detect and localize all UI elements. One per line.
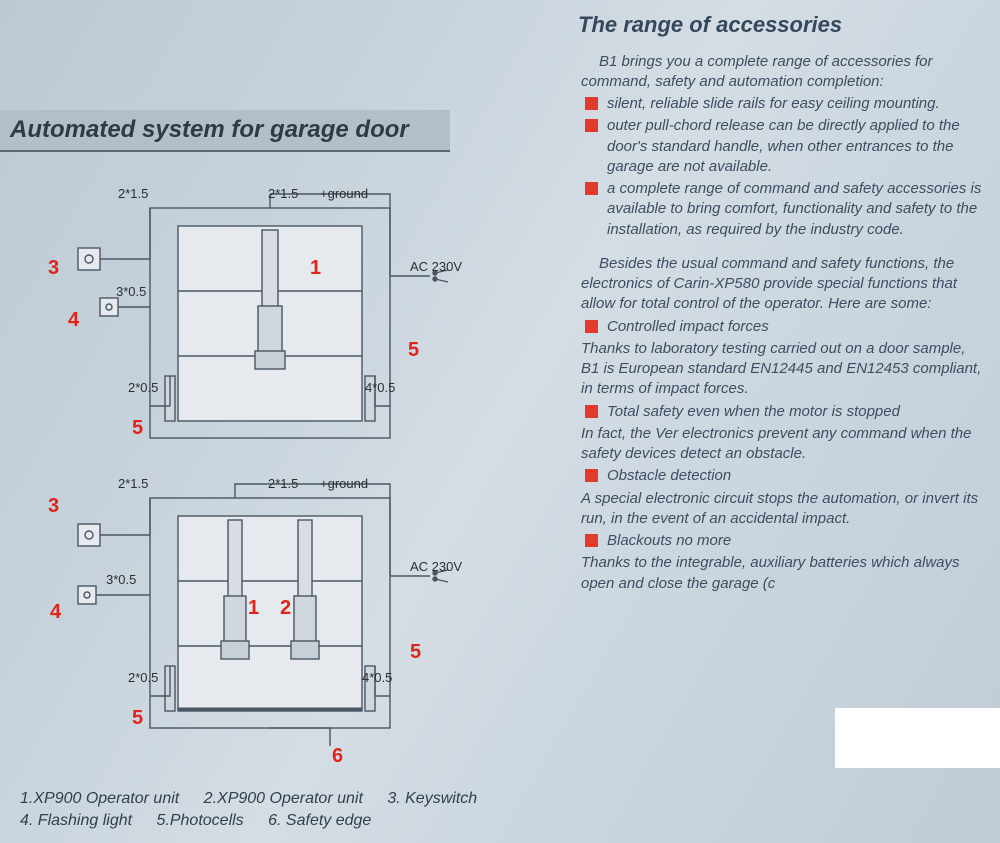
- bullet-icon: [585, 182, 598, 195]
- bullet-icon: [585, 469, 598, 482]
- svg-text:4: 4: [50, 601, 62, 623]
- svg-text:4*0.5: 4*0.5: [362, 670, 392, 685]
- svg-text:3*0.5: 3*0.5: [116, 284, 146, 299]
- bullet-icon: [585, 405, 598, 418]
- feature-1-title: Controlled impact forces: [581, 317, 985, 337]
- feature-3-body: A special electronic circuit stops the a…: [581, 489, 985, 530]
- mid-text: Besides the usual command and safety fun…: [581, 254, 985, 315]
- svg-text:5: 5: [408, 339, 419, 361]
- svg-text:3*0.5: 3*0.5: [106, 572, 136, 587]
- svg-text:2*0.5: 2*0.5: [128, 670, 158, 685]
- feature-1-body: Thanks to laboratory testing carried out…: [581, 339, 985, 400]
- svg-text:2*1.5: 2*1.5: [118, 186, 148, 201]
- right-title: The range of accessories: [578, 10, 993, 40]
- feature-2-title: Total safety even when the motor is stop…: [581, 402, 985, 422]
- svg-text:2*1.5: 2*1.5: [268, 186, 298, 201]
- svg-text:AC 230V: AC 230V: [410, 259, 462, 274]
- bullet-1: silent, reliable slide rails for easy ce…: [581, 94, 985, 114]
- wiring-diagram-2: 2*1.5 2*1.5 +ground 3*0.5 2*0.5 4*0.5 AC…: [30, 466, 550, 766]
- svg-text:3: 3: [48, 257, 59, 279]
- svg-text:+ground: +ground: [320, 476, 368, 491]
- svg-text:3: 3: [48, 495, 59, 517]
- feature-4-title: Blackouts no more: [581, 531, 985, 551]
- svg-text:2: 2: [280, 597, 291, 619]
- svg-text:4: 4: [68, 309, 80, 331]
- feature-3-title: Obstacle detection: [581, 466, 985, 486]
- bullet-2: outer pull-chord release can be directly…: [581, 116, 985, 177]
- diagram-area: 2*1.5 2*1.5 +ground 3*0.5 2*0.5 4*0.5 AC…: [30, 176, 550, 756]
- svg-text:2*0.5: 2*0.5: [128, 380, 158, 395]
- svg-text:1: 1: [248, 597, 259, 619]
- bullet-3: a complete range of command and safety a…: [581, 179, 985, 240]
- legend-3: 3. Keyswitch: [387, 790, 477, 807]
- svg-text:5: 5: [132, 707, 143, 729]
- bullet-icon: [585, 97, 598, 110]
- svg-text:2*1.5: 2*1.5: [268, 476, 298, 491]
- bullet-icon: [585, 320, 598, 333]
- left-title: Automated system for garage door: [0, 110, 450, 152]
- legend-5: 5.Photocells: [157, 812, 244, 829]
- white-patch: [835, 708, 1000, 768]
- bullet-icon: [585, 534, 598, 547]
- svg-text:5: 5: [132, 417, 143, 439]
- legend-6: 6. Safety edge: [268, 812, 371, 829]
- left-column: Automated system for garage door: [0, 0, 560, 843]
- feature-4-body: Thanks to the integrable, auxiliary batt…: [581, 553, 985, 594]
- feature-2-body: In fact, the Ver electronics prevent any…: [581, 424, 985, 465]
- svg-text:4*0.5: 4*0.5: [365, 380, 395, 395]
- wiring-diagram-1: 2*1.5 2*1.5 +ground 3*0.5 2*0.5 4*0.5 AC…: [30, 176, 550, 456]
- svg-text:+ground: +ground: [320, 186, 368, 201]
- svg-text:AC 230V: AC 230V: [410, 559, 462, 574]
- svg-text:5: 5: [410, 641, 421, 663]
- intro-text: B1 brings you a complete range of access…: [581, 52, 985, 93]
- legend: 1.XP900 Operator unit 2.XP900 Operator u…: [20, 788, 497, 831]
- bullet-icon: [585, 119, 598, 132]
- legend-1: 1.XP900 Operator unit: [20, 790, 179, 807]
- svg-text:6: 6: [332, 745, 343, 766]
- legend-2: 2.XP900 Operator unit: [204, 790, 363, 807]
- svg-text:2*1.5: 2*1.5: [118, 476, 148, 491]
- legend-4: 4. Flashing light: [20, 812, 132, 829]
- svg-text:1: 1: [310, 257, 321, 279]
